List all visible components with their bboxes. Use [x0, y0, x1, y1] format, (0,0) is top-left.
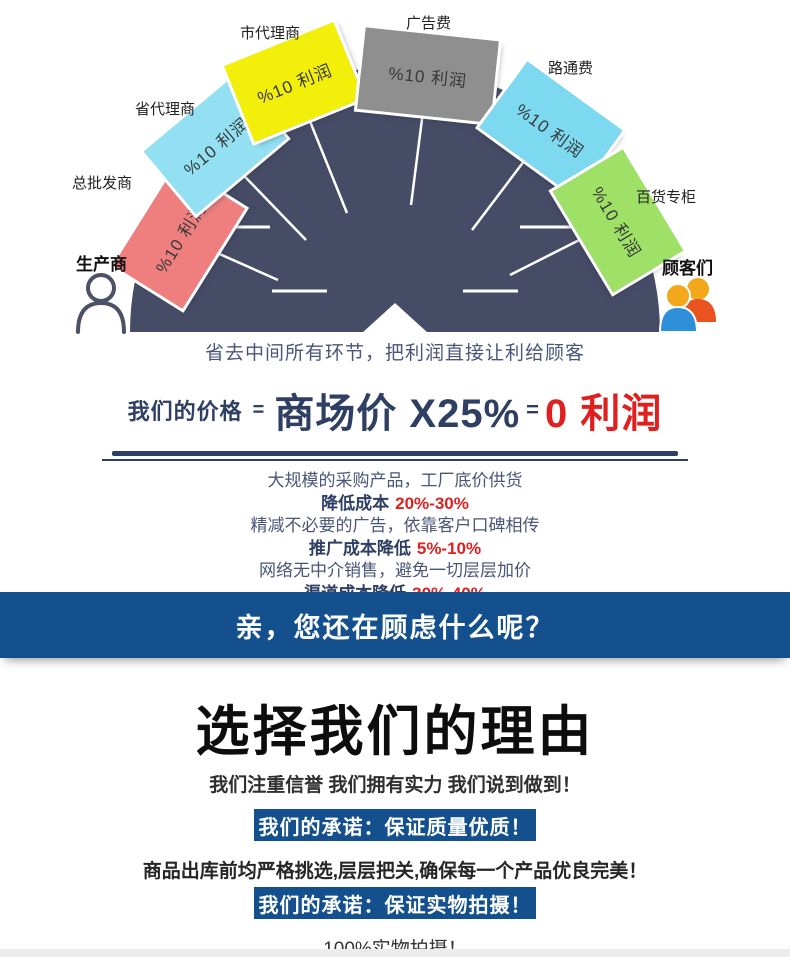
- label-advertising-fee: 广告费: [406, 15, 452, 32]
- formula-zero-profit: 0 利润: [545, 392, 663, 436]
- formula-equals-1: =: [252, 398, 265, 421]
- benefit-desc: 大规模的采购产品，工厂底价供货: [267, 471, 523, 490]
- promise-photo-text: 我们的承诺：保证实物拍摄！: [258, 894, 532, 917]
- benefit-desc: 精减不必要的广告，依靠客户口碑相传: [250, 516, 540, 535]
- price-formula: 我们的价格 = 商场价 X25% = 0 利润: [0, 381, 790, 439]
- customers-people-icon: [656, 276, 722, 339]
- label-provincial-agent: 省代理商: [135, 101, 196, 118]
- formula-our-price: 我们的价格: [127, 399, 243, 424]
- producer-person-icon: [72, 272, 130, 339]
- benefit-stat: 降低成本 20%-30%: [321, 493, 469, 513]
- benefit-desc: 网络无中介销售，避免一切层层加价: [259, 561, 531, 580]
- promise-quality-banner: 我们的承诺：保证质量优质！: [254, 809, 536, 841]
- ribbon-profit-text: %10 利润: [180, 113, 253, 180]
- label-logistics-fee: 路通费: [548, 60, 594, 77]
- arrow-notch: [362, 303, 428, 333]
- reasons-subtitle: 我们注重信誉 我们拥有实力 我们说到做到！: [209, 775, 581, 796]
- banner-text: 亲，您还在顾虑什么呢？: [235, 612, 555, 643]
- question-banner: 亲，您还在顾虑什么呢？: [0, 592, 790, 658]
- label-city-agent: 市代理商: [240, 25, 301, 42]
- quality-description: 商品出库前均严格挑选,层层把关,确保每一个产品优良完美！: [142, 861, 648, 882]
- benefit-stat: 推广成本降低 5%-10%: [308, 538, 482, 558]
- promise-quality-text: 我们的承诺：保证质量优质！: [258, 816, 532, 839]
- underline-thick: [112, 451, 678, 456]
- producer-label: 生产商: [76, 255, 127, 274]
- customers-label: 顾客们: [662, 259, 713, 278]
- ribbon-profit-text: %10 利润: [254, 60, 335, 108]
- benefits-list: 大规模的采购产品，工厂底价供货 降低成本 20%-30% 精减不必要的广告，依靠客…: [0, 470, 790, 605]
- formula-equals-2: =: [526, 397, 540, 422]
- reasons-section: 选择我们的理由 我们注重信誉 我们拥有实力 我们说到做到！ 我们的承诺：保证质量…: [0, 700, 790, 957]
- price-promo-section: 省去中间所有环节，把利润直接让利给顾客 我们的价格 = 商场价 X25% = 0…: [0, 338, 790, 605]
- formula-mall-price: 商场价 X25%: [274, 392, 521, 436]
- promise-photo-banner: 我们的承诺：保证实物拍摄！: [254, 887, 536, 919]
- footer-strip: [0, 949, 790, 957]
- ribbon-profit-text: %10 利润: [512, 99, 588, 162]
- ribbon-profit-text: %10 利润: [387, 63, 468, 91]
- reasons-title: 选择我们的理由: [195, 699, 595, 763]
- lead-text: 省去中间所有环节，把利润直接让利给顾客: [204, 343, 585, 364]
- label-department-store: 百货专柜: [636, 189, 697, 206]
- label-general-wholesaler: 总批发商: [72, 175, 133, 192]
- channels-diagram: %10 利润 %10 利润 %10 利润 %10 利润 %10 利润 %10 利…: [72, 15, 722, 339]
- ribbon-advertising-fee: %10 利润: [353, 23, 503, 127]
- underline-thin: [102, 459, 688, 461]
